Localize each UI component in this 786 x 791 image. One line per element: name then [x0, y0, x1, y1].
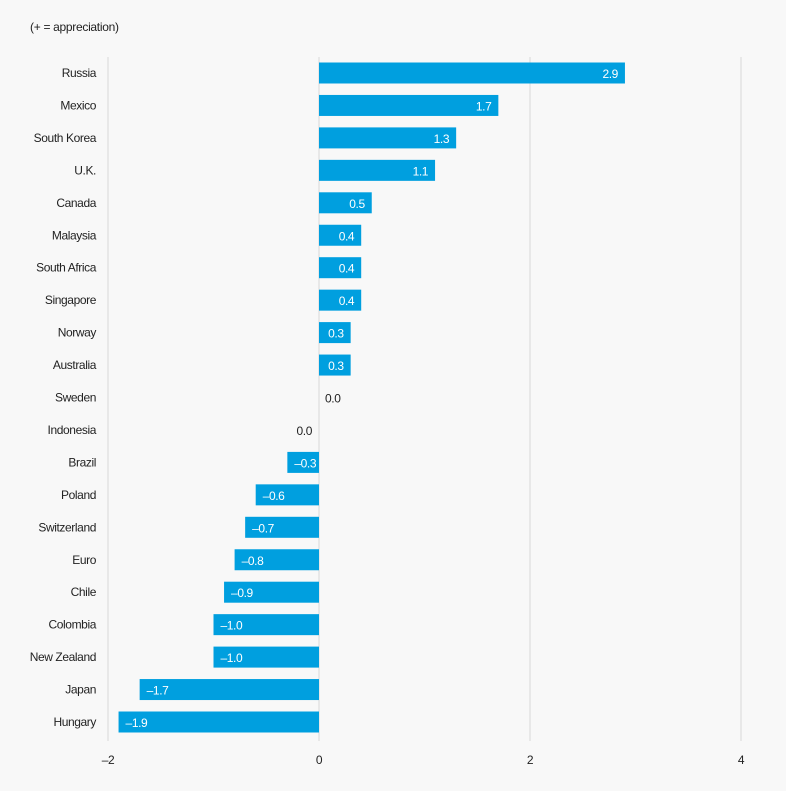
bar: [224, 581, 319, 603]
category-label: U.K.: [74, 163, 96, 177]
category-label: Euro: [72, 553, 96, 567]
category-label: Canada: [56, 196, 96, 210]
category-label: Australia: [53, 358, 97, 372]
data-label: –1.0: [221, 651, 243, 665]
category-label: Hungary: [53, 715, 96, 729]
bar: [234, 549, 319, 571]
bar: [245, 516, 319, 538]
bar: [319, 159, 436, 181]
bar: [319, 127, 457, 149]
bar: [213, 646, 319, 668]
bar: [319, 224, 362, 246]
data-label: –0.7: [252, 521, 274, 535]
data-label: 0.3: [328, 359, 344, 373]
category-label: Norway: [58, 326, 97, 340]
data-label: –0.6: [263, 489, 285, 503]
data-label: 0.3: [328, 327, 344, 341]
data-label: 1.1: [413, 164, 429, 178]
bar: [319, 289, 362, 311]
category-label: New Zealand: [30, 650, 96, 664]
data-label: –0.9: [231, 586, 253, 600]
category-label: Russia: [62, 66, 97, 80]
bar: [139, 679, 319, 701]
category-label: Brazil: [68, 455, 96, 469]
bar: [319, 257, 362, 279]
category-label: Indonesia: [48, 423, 97, 437]
data-label: –1.7: [147, 684, 169, 698]
data-label: 1.3: [434, 132, 450, 146]
x-tick-label: 0: [316, 753, 323, 767]
x-tick-label: 4: [738, 753, 745, 767]
category-label: Singapore: [45, 293, 97, 307]
category-label: South Korea: [34, 131, 97, 145]
bar: [319, 62, 625, 84]
data-label: 0.4: [339, 294, 355, 308]
bar: [118, 711, 319, 733]
category-label: Malaysia: [52, 228, 97, 242]
x-tick-label: –2: [102, 753, 115, 767]
data-label: 2.9: [602, 67, 618, 81]
category-label: Colombia: [49, 618, 97, 632]
bar: [319, 322, 351, 344]
category-label: Chile: [71, 585, 97, 599]
category-label: Poland: [61, 488, 96, 502]
x-tick-label: 2: [527, 753, 534, 767]
bar: [319, 94, 499, 116]
bar: [319, 354, 351, 376]
data-label: 1.7: [476, 99, 492, 113]
category-label: Japan: [65, 683, 96, 697]
data-label: 0.4: [339, 229, 355, 243]
data-label: 0.5: [349, 197, 365, 211]
bar: [213, 614, 319, 636]
category-label: South Africa: [36, 261, 97, 275]
data-label: 0.4: [339, 262, 355, 276]
bar: [319, 192, 372, 214]
data-label: 0.0: [297, 424, 313, 438]
data-label: 0.0: [325, 392, 341, 406]
chart-subtitle: (+ = appreciation): [30, 20, 119, 34]
category-label: Mexico: [60, 98, 96, 112]
data-label: –0.3: [294, 456, 316, 470]
bar: [287, 451, 319, 473]
data-label: –1.9: [126, 716, 148, 730]
category-label: Sweden: [55, 391, 96, 405]
category-label: Switzerland: [38, 520, 96, 534]
bar: [255, 484, 319, 506]
data-label: –0.8: [242, 554, 264, 568]
data-label: –1.0: [221, 619, 243, 633]
